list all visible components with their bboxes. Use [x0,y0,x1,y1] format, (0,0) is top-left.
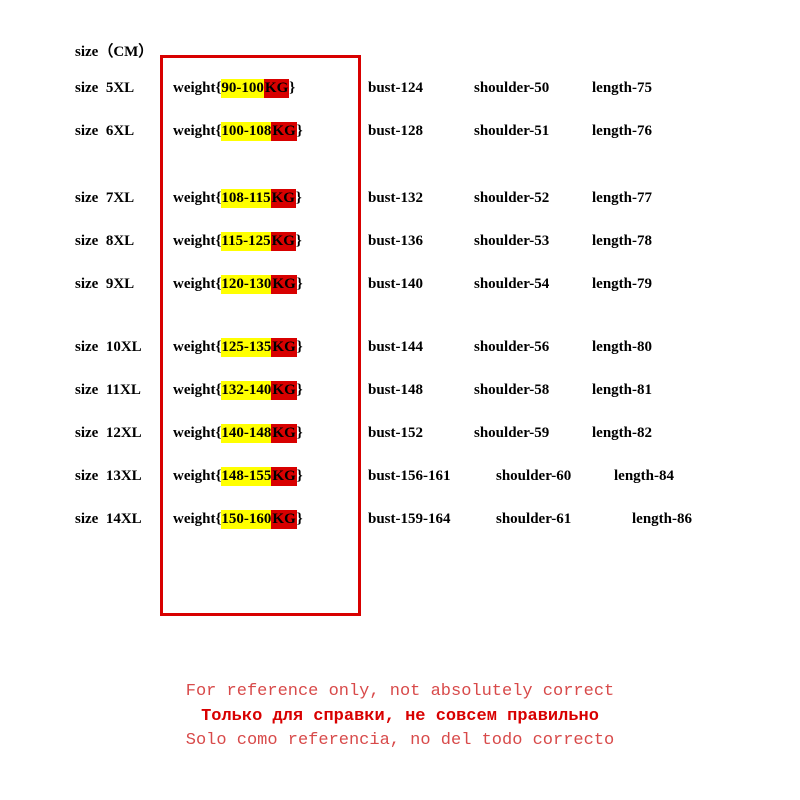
bust-cell: bust-152 [368,425,474,442]
size-cell: size 7XL [75,190,173,207]
size-row: size 10XLweight{125-135KG}bust-144should… [75,334,692,360]
length-cell: length-80 [592,339,652,356]
footer-line-es: Solo como referencia, no del todo correc… [0,729,800,754]
weight-cell: weight{90-100KG} [173,79,368,98]
size-row: size 8XLweight{115-125KG}bust-136shoulde… [75,228,692,254]
shoulder-cell: shoulder-53 [474,233,592,250]
weight-cell: weight{150-160KG} [173,510,368,529]
size-row: size 6XLweight{100-108KG}bust-128shoulde… [75,118,692,144]
size-cell: size 12XL [75,425,173,442]
size-row: size 12XLweight{140-148KG}bust-152should… [75,420,692,446]
weight-cell: weight{132-140KG} [173,381,368,400]
bust-cell: bust-128 [368,123,474,140]
shoulder-cell: shoulder-58 [474,382,592,399]
weight-unit: KG [271,122,296,141]
size-cell: size 13XL [75,468,173,485]
weight-value: 148-155 [221,467,271,486]
size-rows-container: size 5XLweight{90-100KG}bust-124shoulder… [75,75,692,532]
size-cell: size 14XL [75,511,173,528]
shoulder-cell: shoulder-56 [474,339,592,356]
size-cell: size 10XL [75,339,173,356]
shoulder-cell: shoulder-54 [474,276,592,293]
weight-unit: KG [271,275,296,294]
size-cell: size 9XL [75,276,173,293]
weight-value: 115-125 [221,232,270,251]
shoulder-cell: shoulder-52 [474,190,592,207]
length-cell: length-81 [592,382,652,399]
weight-cell: weight{125-135KG} [173,338,368,357]
size-cell: size 8XL [75,233,173,250]
shoulder-cell: shoulder-51 [474,123,592,140]
bust-cell: bust-159-164 [368,511,496,528]
weight-value: 125-135 [221,338,271,357]
shoulder-cell: shoulder-60 [496,468,614,485]
weight-cell: weight{108-115KG} [173,189,368,208]
bust-cell: bust-124 [368,80,474,97]
bust-cell: bust-136 [368,233,474,250]
weight-value: 132-140 [221,381,271,400]
weight-value: 140-148 [221,424,271,443]
weight-unit: KG [264,79,289,98]
weight-value: 120-130 [221,275,271,294]
bust-cell: bust-148 [368,382,474,399]
size-row: size 14XLweight{150-160KG}bust-159-164sh… [75,506,692,532]
weight-cell: weight{100-108KG} [173,122,368,141]
length-cell: length-84 [614,468,674,485]
weight-value: 100-108 [221,122,271,141]
weight-cell: weight{115-125KG} [173,232,368,251]
group-gap [75,314,692,334]
size-row: size 5XLweight{90-100KG}bust-124shoulder… [75,75,692,101]
size-cell: size 11XL [75,382,173,399]
length-cell: length-79 [592,276,652,293]
weight-value: 150-160 [221,510,271,529]
bust-cell: bust-132 [368,190,474,207]
chart-header: size（CM） [75,40,692,61]
footer-line-en: For reference only, not absolutely corre… [0,680,800,705]
shoulder-cell: shoulder-59 [474,425,592,442]
weight-value: 90-100 [221,79,264,98]
size-cell: size 6XL [75,123,173,140]
length-cell: length-77 [592,190,652,207]
size-row: size 13XLweight{148-155KG}bust-156-161sh… [75,463,692,489]
footer-line-ru: Только для справки, не совсем правильно [0,705,800,730]
weight-unit: KG [271,510,296,529]
weight-unit: KG [271,232,296,251]
weight-unit: KG [271,467,296,486]
shoulder-cell: shoulder-50 [474,80,592,97]
weight-value: 108-115 [221,189,270,208]
bust-cell: bust-156-161 [368,468,496,485]
weight-cell: weight{120-130KG} [173,275,368,294]
weight-unit: KG [271,424,296,443]
weight-cell: weight{148-155KG} [173,467,368,486]
weight-unit: KG [271,189,296,208]
bust-cell: bust-140 [368,276,474,293]
shoulder-cell: shoulder-61 [496,511,614,528]
size-row: size 11XLweight{132-140KG}bust-148should… [75,377,692,403]
size-row: size 9XLweight{120-130KG}bust-140shoulde… [75,271,692,297]
length-cell: length-86 [614,511,692,528]
size-row: size 7XLweight{108-115KG}bust-132shoulde… [75,185,692,211]
size-cell: size 5XL [75,80,173,97]
weight-cell: weight{140-148KG} [173,424,368,443]
weight-unit: KG [271,381,296,400]
length-cell: length-82 [592,425,652,442]
group-gap [75,161,692,185]
weight-unit: KG [271,338,296,357]
size-chart: size（CM） size 5XLweight{90-100KG}bust-12… [75,40,692,549]
length-cell: length-76 [592,123,652,140]
bust-cell: bust-144 [368,339,474,356]
length-cell: length-75 [592,80,652,97]
footer-notes: For reference only, not absolutely corre… [0,680,800,754]
length-cell: length-78 [592,233,652,250]
